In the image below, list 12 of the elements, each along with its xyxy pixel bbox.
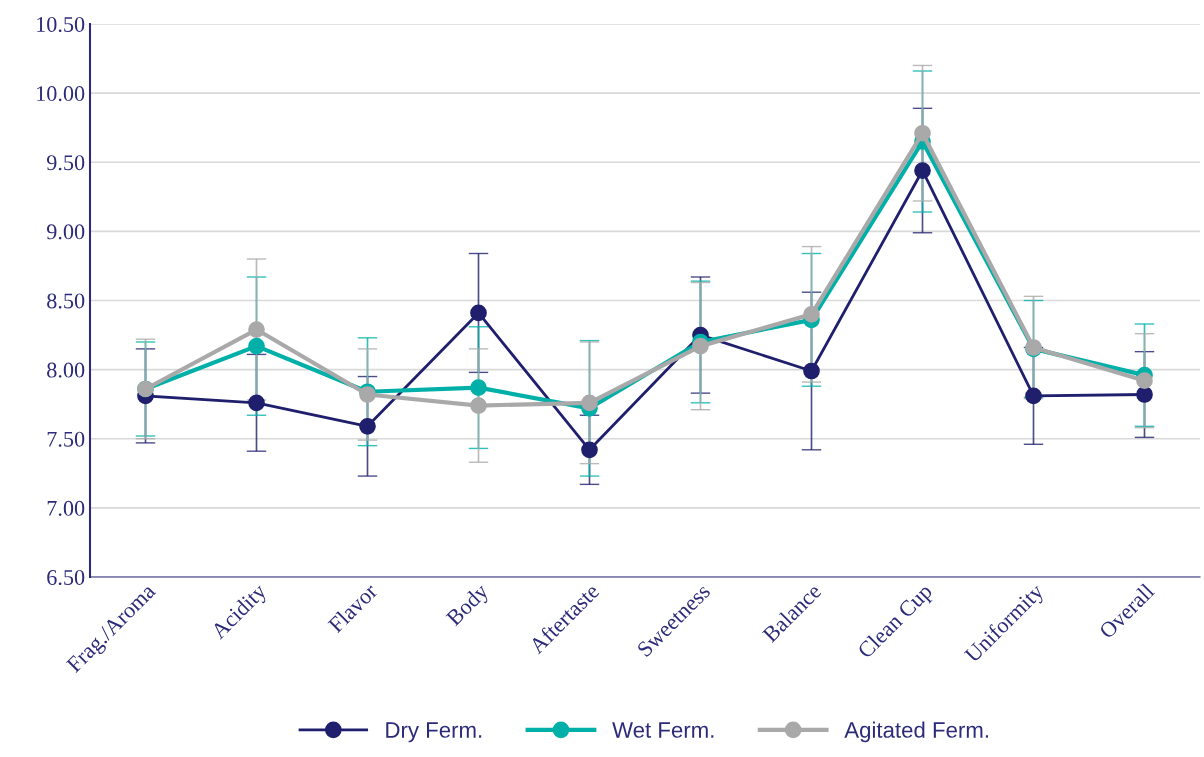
legend-label: Dry Ferm. bbox=[386, 722, 482, 743]
y-tick-label: 9.50 bbox=[46, 155, 85, 171]
y-tick-label: 7.00 bbox=[47, 500, 85, 516]
legend-label: Agitated Ferm. bbox=[844, 721, 988, 743]
y-tick-label: 8.00 bbox=[47, 362, 85, 378]
y-tick-label: 7.50 bbox=[47, 431, 85, 447]
y-tick-label: 10.00 bbox=[37, 86, 85, 102]
legend-label: Wet Ferm. bbox=[612, 722, 714, 738]
y-tick-label: 6.50 bbox=[47, 569, 85, 586]
y-tick-label: 9.00 bbox=[46, 224, 85, 240]
y-tick-label: 8.50 bbox=[47, 293, 85, 309]
y-tick-label: 10.50 bbox=[37, 16, 85, 33]
